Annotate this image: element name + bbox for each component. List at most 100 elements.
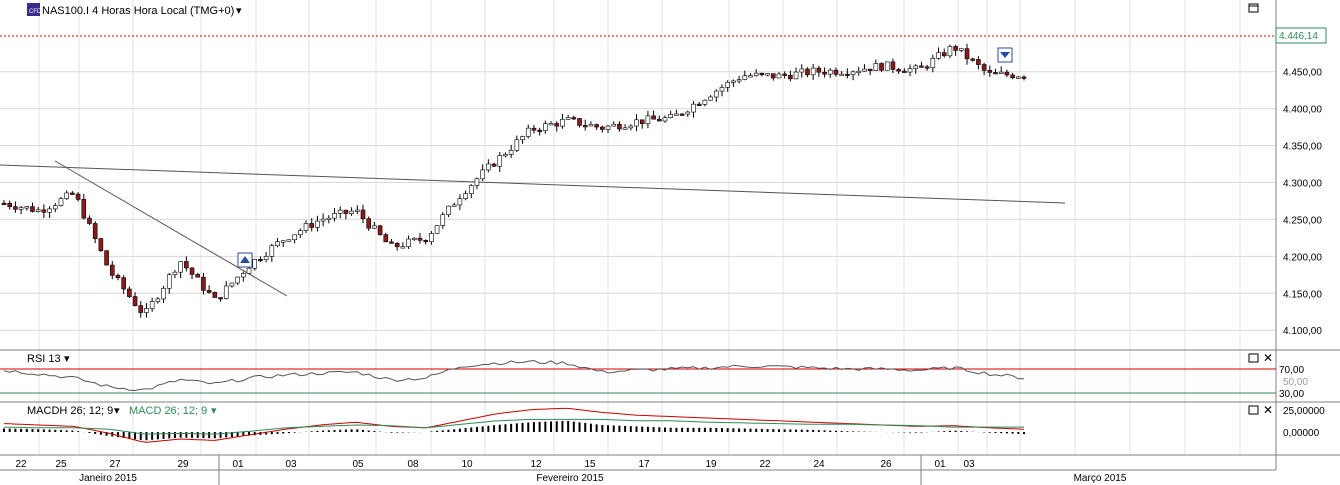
day-tick-label: 12 (530, 459, 542, 470)
candle-bullish (161, 287, 166, 300)
candle-bullish (144, 308, 149, 313)
candle-bullish (810, 67, 816, 76)
macd-tick-25: 25,00000 (1283, 406, 1325, 417)
candle-bullish (172, 271, 178, 275)
candle-bullish (434, 225, 440, 234)
macd-header[interactable]: MACDH 26; 12; 9 ▾ MACD 26; 12; 9 ▾ (27, 405, 217, 417)
candle-bearish (41, 209, 47, 213)
macdh-title: MACDH 26; 12; 9 (27, 405, 113, 417)
price-tick-label: 4.250,00 (1283, 215, 1322, 226)
candle-bullish (645, 115, 651, 125)
candle-bearish (383, 234, 389, 243)
candle-bullish (155, 298, 161, 302)
symbol-dropdown-icon[interactable]: ▾ (236, 5, 242, 17)
candle-bullish (326, 217, 332, 220)
candle-bearish (343, 209, 349, 214)
candle-bullish (514, 139, 520, 151)
candle-bullish (486, 163, 491, 171)
maximize-rsi-panel-button[interactable] (1248, 353, 1259, 363)
candle-bullish (628, 125, 634, 129)
candle-bearish (759, 72, 765, 75)
candle-bullish (400, 246, 406, 249)
candle-bullish (708, 96, 713, 101)
candle-bullish (719, 87, 725, 92)
candle-bearish (651, 115, 656, 120)
candle-bearish (13, 206, 18, 210)
candle-bearish (1010, 74, 1015, 79)
candle-bullish (548, 123, 554, 126)
macdh-histogram (3, 420, 1025, 441)
trendline-horizontal[interactable] (0, 164, 1066, 204)
candle-bearish (890, 61, 896, 70)
candle-bearish (132, 296, 138, 306)
rsi-level-50-label: 50,00 (1283, 377, 1308, 388)
candle-bearish (537, 129, 542, 132)
candle-bullish (907, 68, 913, 73)
candle-bullish (503, 154, 508, 157)
candle-bullish (862, 68, 867, 72)
macd-title: MACD 26; 12; 9 (129, 405, 207, 417)
candle-bearish (366, 218, 371, 229)
candle-bearish (531, 127, 537, 131)
maximize-price-panel-button[interactable] (1248, 3, 1259, 13)
day-tick-label: 03 (963, 459, 975, 470)
rsi-dropdown-icon[interactable]: ▾ (64, 353, 70, 365)
day-tick-label: 22 (759, 459, 771, 470)
candle-bearish (788, 74, 793, 80)
candle-bearish (417, 237, 423, 241)
candle-bullish (411, 237, 417, 240)
candle-bearish (1, 202, 7, 205)
candle-bullish (24, 206, 30, 209)
candle-bullish (64, 192, 69, 199)
candle-bearish (554, 123, 560, 127)
candle-bullish (241, 273, 246, 278)
candle-bearish (195, 274, 201, 278)
candle-bullish (884, 61, 890, 71)
candle-bullish (713, 90, 719, 98)
candle-bearish (206, 290, 212, 293)
rsi-header[interactable]: RSI 13 ▾ (27, 353, 70, 365)
symbol-header[interactable]: CFD NAS100.I 4 Horas Hora Local (TMG+0) … (27, 3, 242, 17)
maximize-macd-panel-button[interactable] (1248, 405, 1259, 415)
candle-bullish (560, 118, 565, 127)
candle-bullish (662, 117, 668, 122)
macdh-dropdown-icon[interactable]: ▾ (114, 405, 120, 417)
candle-bullish (998, 71, 1004, 74)
close-rsi-panel-icon[interactable]: ✕ (1263, 351, 1273, 365)
day-tick-label: 10 (461, 459, 473, 470)
candle-bearish (867, 68, 873, 72)
candle-bearish (104, 250, 109, 266)
candle-bearish (258, 259, 263, 262)
candle-bullish (246, 267, 252, 274)
day-tick-label: 17 (638, 459, 650, 470)
candle-bullish (280, 240, 286, 243)
close-macd-panel-icon[interactable]: ✕ (1263, 403, 1273, 417)
candle-bearish (617, 123, 622, 130)
candle-bullish (742, 75, 748, 80)
candle-bullish (149, 301, 155, 309)
candle-bullish (691, 103, 696, 113)
candle-bearish (902, 70, 907, 73)
up-arrow-marker[interactable] (237, 252, 253, 268)
candle-bearish (212, 292, 218, 298)
price-tick-label: 4.200,00 (1283, 252, 1322, 263)
candle-bullish (525, 127, 531, 137)
down-arrow-marker[interactable] (997, 47, 1013, 63)
candle-bearish (981, 64, 987, 71)
day-tick-label: 01 (934, 459, 946, 470)
candle-bearish (138, 305, 144, 313)
candle-bullish (793, 71, 799, 80)
candle-bullish (520, 136, 525, 141)
candle-bearish (770, 73, 776, 79)
day-tick-label: 25 (55, 459, 67, 470)
candle-bullish (799, 68, 805, 73)
candle-bearish (679, 113, 685, 116)
candle-bearish (594, 124, 599, 128)
candle-bullish (930, 57, 936, 68)
macd-dropdown-icon[interactable]: ▾ (211, 405, 217, 417)
candle-bullish (252, 259, 258, 269)
current-price-label: 4.446,14 (1279, 31, 1318, 42)
candle-bullish (588, 124, 594, 127)
